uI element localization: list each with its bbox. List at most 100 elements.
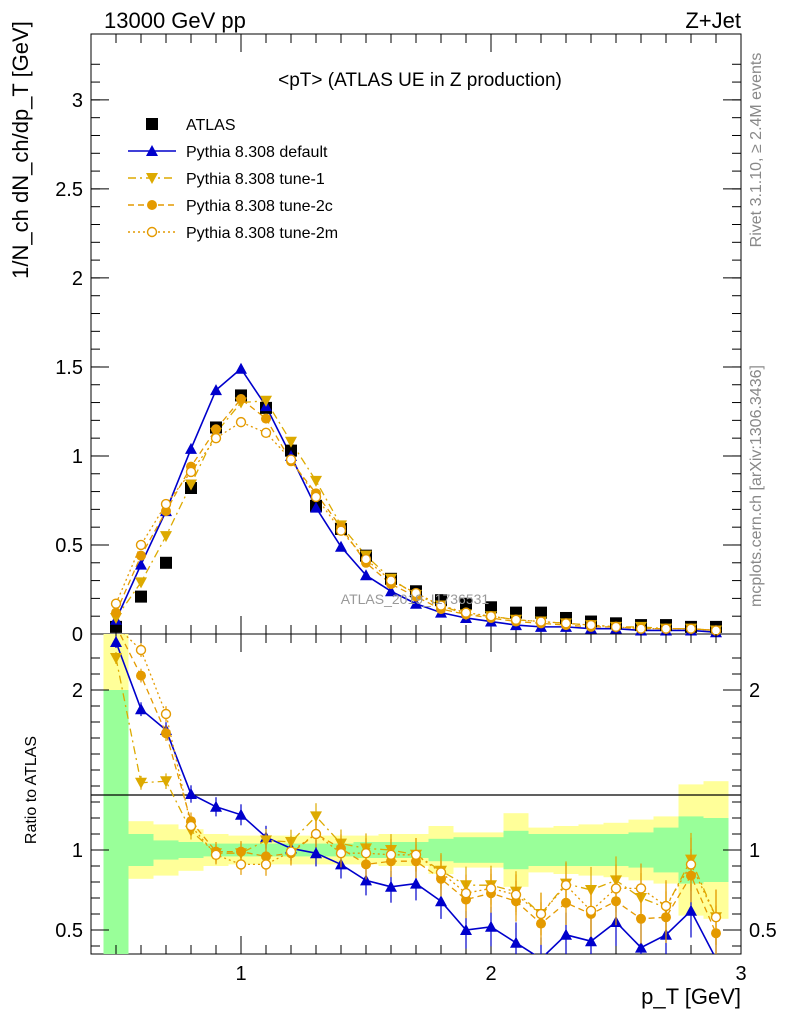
data-point-pythia-8-308-default [135, 558, 147, 570]
data-point-pythia-8-308-tune-2m [135, 539, 147, 551]
data-point-pythia-8-308-tune-2m [260, 427, 272, 439]
ratio-point-pythia-8-308-tune-1 [160, 776, 172, 788]
data-point-pythia-8-308-default [210, 384, 222, 396]
legend-marker-pythia-8-308-tune-1 [146, 173, 158, 184]
stat-uncertainty-band [553, 834, 579, 866]
legend-label-pythia-8-308-default: Pythia 8.308 default [186, 144, 328, 161]
data-point-pythia-8-308-tune-2m [335, 525, 347, 536]
main-series-group [110, 362, 722, 638]
main-y-tick-label: 2 [72, 268, 83, 290]
data-point-pythia-8-308-tune-1 [185, 479, 197, 491]
x-axis-title: p_T [GeV] [641, 984, 741, 1009]
ratio-point-pythia-8-308-default [135, 703, 147, 715]
ratio-point-pythia-8-308-default [360, 874, 372, 886]
legend-marker-atlas [146, 118, 158, 130]
ratio-point-pythia-8-308-tune-2m [410, 849, 422, 860]
data-point-pythia-8-308-tune-2m [210, 432, 222, 444]
data-point-pythia-8-308-tune-2m [235, 416, 247, 428]
data-point-atlas [135, 590, 147, 603]
ratio-point-pythia-8-308-tune-2m [310, 828, 322, 840]
ratio-point-pythia-8-308-tune-2m [360, 848, 372, 859]
x-tick-label: 2 [485, 963, 496, 985]
ratio-point-pythia-8-308-tune-2c [236, 846, 246, 857]
ratio-point-pythia-8-308-default [635, 941, 647, 953]
main-y-tick-label: 3 [72, 90, 83, 112]
ratio-point-pythia-8-308-tune-1 [260, 835, 272, 847]
data-point-atlas [485, 601, 497, 614]
ratio-y-tick-label-right: 2 [749, 680, 760, 702]
data-point-pythia-8-308-tune-2m [535, 616, 547, 627]
ratio-point-pythia-8-308-tune-2m [385, 849, 397, 860]
chart-title: <pT> (ATLAS UE in Z production) [278, 70, 562, 91]
data-point-pythia-8-308-tune-2m [710, 625, 722, 636]
ratio-line-pythia-8-308-default [115, 641, 715, 954]
ratio-point-pythia-8-308-tune-1 [135, 777, 147, 789]
ratio-uncertainty-bands [103, 634, 729, 954]
ratio-point-pythia-8-308-default [460, 924, 472, 935]
ratio-point-pythia-8-308-default [310, 847, 322, 859]
ratio-series-group [110, 634, 722, 954]
data-point-atlas [160, 556, 172, 569]
data-point-pythia-8-308-tune-1 [135, 577, 147, 589]
ratio-point-pythia-8-308-tune-2c [136, 670, 146, 681]
ratio-point-pythia-8-308-default [510, 936, 522, 948]
ratio-point-pythia-8-308-tune-2m [585, 905, 597, 916]
legend-label-pythia-8-308-tune-2m: Pythia 8.308 tune-2m [186, 225, 338, 242]
data-point-pythia-8-308-tune-2m [460, 607, 472, 618]
data-point-pythia-8-308-tune-2m [585, 619, 597, 631]
stat-uncertainty-band [503, 830, 529, 870]
data-point-pythia-8-308-tune-1 [285, 436, 297, 448]
data-point-pythia-8-308-tune-2m [110, 598, 122, 609]
ratio-point-pythia-8-308-tune-2m [610, 883, 622, 894]
ratio-point-pythia-8-308-default [385, 880, 397, 892]
stat-uncertainty-band [528, 834, 554, 866]
data-point-pythia-8-308-tune-2c [236, 393, 246, 404]
data-point-pythia-8-308-tune-2m [485, 610, 497, 622]
main-y-tick-label: 0 [72, 624, 83, 646]
ratio-point-pythia-8-308-tune-2m [510, 889, 522, 900]
ratio-point-pythia-8-308-default [540, 952, 542, 954]
mcplots-label: mcplots.cern.ch [arXiv:1306.3436] [748, 365, 765, 607]
main-y-axis-title: 1/N_ch dN_ch/dp_T [GeV] [8, 21, 33, 279]
data-point-pythia-8-308-tune-2c [261, 413, 271, 424]
legend-label-pythia-8-308-tune-1: Pythia 8.308 tune-1 [186, 171, 325, 188]
ratio-point-pythia-8-308-tune-2m [135, 644, 147, 656]
data-point-pythia-8-308-tune-2c [161, 506, 171, 517]
ratio-point-pythia-8-308-default [185, 788, 197, 799]
stat-uncertainty-band [578, 834, 604, 866]
ratio-point-pythia-8-308-tune-2m [285, 846, 297, 857]
ratio-point-pythia-8-308-default [435, 895, 447, 907]
legend-label-pythia-8-308-tune-2c: Pythia 8.308 tune-2c [186, 198, 333, 215]
ratio-point-pythia-8-308-default [685, 904, 697, 916]
ratio-point-pythia-8-308-tune-2m [460, 888, 472, 899]
energy-label: 13000 GeV pp [104, 8, 246, 33]
legend-marker-pythia-8-308-tune-2c [147, 200, 157, 210]
data-point-pythia-8-308-default [185, 442, 197, 454]
stat-uncertainty-band [628, 832, 654, 868]
stat-uncertainty-band [128, 834, 154, 866]
data-point-atlas [460, 597, 472, 610]
ratio-point-pythia-8-308-tune-2m [335, 848, 347, 859]
stat-uncertainty-band [153, 840, 179, 860]
rivet-label: Rivet 3.1.10, ≥ 2.4M events [748, 53, 765, 248]
ratio-point-pythia-8-308-default [210, 800, 222, 812]
data-point-pythia-8-308-default [335, 540, 347, 552]
ratio-point-pythia-8-308-default [560, 928, 572, 940]
ratio-y-axis-title: Ratio to ATLAS [23, 736, 40, 844]
ratio-point-pythia-8-308-tune-2m [660, 900, 672, 912]
ratio-point-pythia-8-308-tune-2m [685, 859, 697, 870]
ratio-point-pythia-8-308-tune-2m [635, 883, 647, 894]
ratio-point-pythia-8-308-tune-2m [260, 859, 272, 870]
ratio-point-pythia-8-308-default [235, 808, 247, 820]
ratio-point-pythia-8-308-tune-1 [110, 653, 122, 664]
x-tick-label: 3 [735, 963, 746, 985]
data-point-pythia-8-308-tune-2m [510, 614, 522, 625]
legend-marker-pythia-8-308-default [146, 145, 158, 156]
main-y-tick-label: 1 [72, 446, 83, 468]
ratio-point-pythia-8-308-tune-2m [185, 820, 197, 832]
legend-label-atlas: ATLAS [186, 117, 236, 134]
data-point-atlas [535, 606, 547, 619]
data-point-pythia-8-308-tune-2m [310, 491, 322, 503]
ratio-point-pythia-8-308-default [485, 920, 497, 932]
